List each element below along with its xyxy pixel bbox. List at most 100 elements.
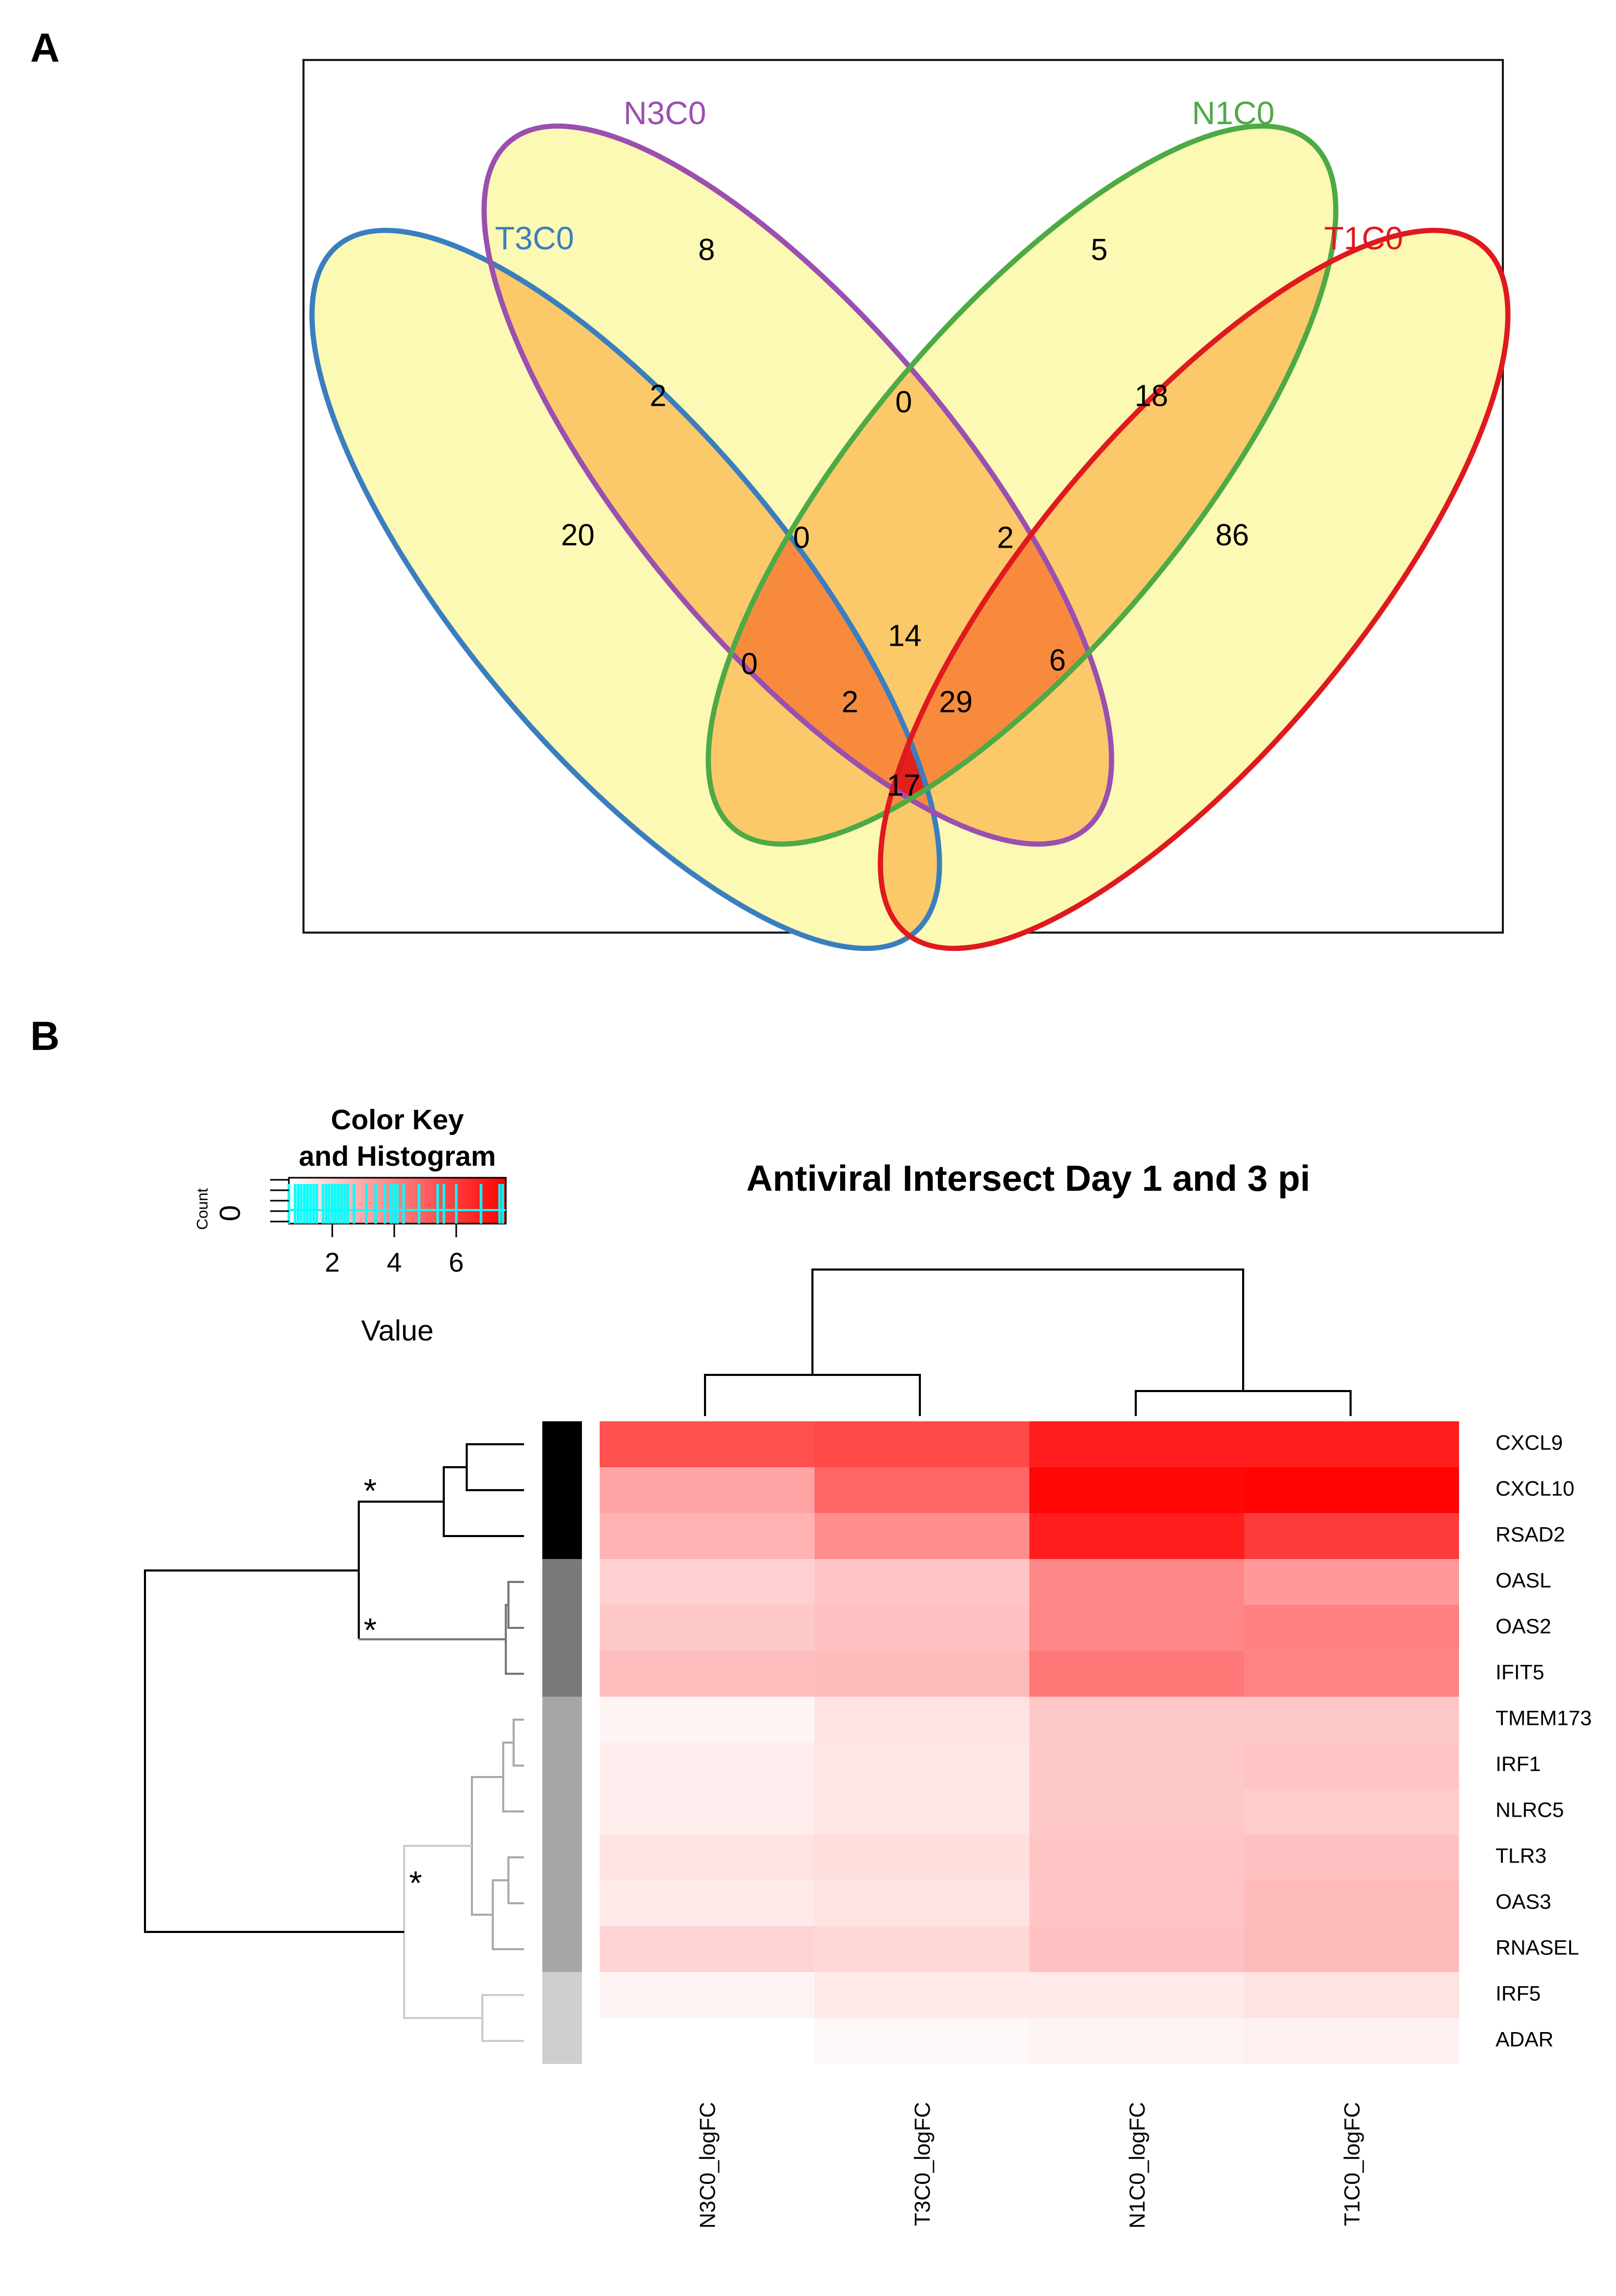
heatmap-cell bbox=[1029, 1743, 1244, 1789]
heatmap-cell bbox=[1244, 1559, 1459, 1605]
panel-b-letter: B bbox=[30, 1013, 59, 1059]
gene-label: NLRC5 bbox=[1496, 1799, 1564, 1822]
gene-label: OASL bbox=[1496, 1569, 1551, 1592]
color-key-title-line2: and Histogram bbox=[299, 1141, 496, 1172]
heatmap-cell bbox=[600, 2018, 815, 2064]
venn-count-t1c0: 86 bbox=[1216, 518, 1249, 552]
venn-count-all: 14 bbox=[888, 619, 922, 652]
set-label-t1c0: T1C0 bbox=[1324, 221, 1403, 257]
row-group-band bbox=[542, 1421, 582, 1559]
gene-label: ADAR bbox=[1496, 2028, 1553, 2051]
heatmap-cell bbox=[815, 1651, 1029, 1697]
heatmap-cell bbox=[600, 1834, 815, 1880]
heatmap-cell bbox=[815, 1421, 1029, 1467]
significance-star: * bbox=[364, 1472, 377, 1509]
color-key-count-zero: 0 bbox=[213, 1205, 246, 1221]
row-group-band bbox=[542, 1972, 582, 2064]
panel-a-letter: A bbox=[30, 25, 59, 70]
venn-count-n3c0-n1c0-t1c0: 2 bbox=[997, 521, 1014, 554]
heatmap-cell bbox=[1244, 1513, 1459, 1559]
color-key-xlabel: Value bbox=[361, 1314, 433, 1347]
column-label: N3C0_logFC bbox=[695, 2102, 720, 2229]
heatmap-cell bbox=[815, 1559, 1029, 1605]
heatmap-cell bbox=[600, 1743, 815, 1789]
heatmap-cell bbox=[600, 1467, 815, 1513]
heatmap-cell bbox=[1029, 1697, 1244, 1743]
column-label: T3C0_logFC bbox=[910, 2102, 934, 2226]
heatmap-cell bbox=[1244, 2018, 1459, 2064]
gene-label: OAS3 bbox=[1496, 1891, 1551, 1914]
heatmap-cell bbox=[1244, 1880, 1459, 1926]
heatmap-cell bbox=[815, 1834, 1029, 1880]
gene-label: TMEM173 bbox=[1496, 1707, 1592, 1730]
color-key-tick-label: 6 bbox=[448, 1248, 464, 1278]
column-dendrogram bbox=[704, 1268, 1352, 1416]
heatmap-cell bbox=[815, 1880, 1029, 1926]
heatmap-cell bbox=[1029, 1972, 1244, 2018]
heatmap-cell bbox=[1029, 1834, 1244, 1880]
color-key-tick-label: 4 bbox=[387, 1248, 402, 1278]
row-group-band bbox=[542, 1697, 582, 1972]
column-label: N1C0_logFC bbox=[1125, 2102, 1149, 2229]
heatmap-column-labels: N3C0_logFC T3C0_logFC N1C0_logFC T1C0_logFC bbox=[695, 2102, 1364, 2229]
venn-diagram: T3C0 N3C0 N1C0 T1C0 8 5 20 86 2 0 18 0 2… bbox=[309, 95, 1511, 951]
heatmap-cell bbox=[1244, 1834, 1459, 1880]
color-key-value-axis: 2 4 6 bbox=[325, 1224, 464, 1278]
venn-count-t3c0-n3c0: 2 bbox=[650, 379, 666, 413]
color-key-count-axis bbox=[270, 1179, 289, 1223]
heatmap-cell bbox=[1029, 1789, 1244, 1834]
significance-star: * bbox=[409, 1864, 422, 1902]
gene-label: RSAD2 bbox=[1496, 1524, 1565, 1546]
color-key-count-label: Count bbox=[194, 1188, 211, 1230]
venn-count-n3c0-t1c0: 6 bbox=[1049, 643, 1066, 677]
venn-count-t3c0-t1c0: 17 bbox=[887, 768, 921, 802]
venn-count-t3c0-n3c0-n1c0: 0 bbox=[793, 521, 810, 554]
heatmap-cell bbox=[600, 1651, 815, 1697]
heatmap-cell bbox=[1029, 1651, 1244, 1697]
heatmap-cell bbox=[1244, 1697, 1459, 1743]
heatmap-cell bbox=[815, 1743, 1029, 1789]
heatmap-cell bbox=[1244, 1743, 1459, 1789]
heatmap-cell bbox=[1029, 1421, 1244, 1467]
venn-outline-n1c0 bbox=[706, 123, 1339, 847]
heatmap-cell bbox=[815, 1926, 1029, 1972]
gene-label: IRF5 bbox=[1496, 1983, 1541, 2005]
heatmap-cell bbox=[1244, 1926, 1459, 1972]
color-key: Color Key and Histogram Count 0 2 4 6 Valu… bbox=[194, 1104, 507, 1347]
heatmap-cell bbox=[600, 1926, 815, 1972]
heatmap-cell bbox=[600, 1513, 815, 1559]
heatmap-row-labels: CXCL9 CXCL10 RSAD2 OASL OAS2 IFIT5 TMEM173 IRF1… bbox=[1496, 1432, 1592, 2051]
heatmap-cell bbox=[815, 1467, 1029, 1513]
venn-count-n3c0-n1c0: 0 bbox=[895, 385, 912, 419]
venn-outline-t1c0 bbox=[878, 227, 1511, 951]
gene-label: IFIT5 bbox=[1496, 1661, 1544, 1684]
row-group-band bbox=[542, 1559, 582, 1697]
gene-label: CXCL9 bbox=[1496, 1432, 1563, 1455]
color-key-histogram bbox=[287, 1184, 506, 1224]
heatmap-cell bbox=[600, 1697, 815, 1743]
heatmap-cell bbox=[1029, 1880, 1244, 1926]
column-label: T1C0_logFC bbox=[1340, 2102, 1364, 2226]
color-key-tick-label: 2 bbox=[325, 1248, 340, 1278]
heatmap-cell bbox=[815, 1605, 1029, 1651]
heatmap-cell bbox=[815, 1697, 1029, 1743]
significance-star: * bbox=[364, 1611, 377, 1649]
venn-count-n1c0-t1c0: 18 bbox=[1135, 379, 1169, 413]
set-label-n3c0: N3C0 bbox=[624, 95, 707, 131]
venn-outline-n3c0 bbox=[481, 123, 1114, 847]
venn-count-t3c0-n1c0-t1c0: 2 bbox=[842, 685, 858, 719]
heatmap-cell bbox=[600, 1559, 815, 1605]
venn-count-t3c0-n3c0-t1c0: 29 bbox=[939, 685, 973, 719]
heatmap-cells bbox=[600, 1421, 1459, 2064]
heatmap-cell bbox=[815, 1972, 1029, 2018]
heatmap-cell bbox=[815, 1789, 1029, 1834]
heatmap-cell bbox=[1244, 1605, 1459, 1651]
heatmap-title: Antiviral Intersect Day 1 and 3 pi bbox=[746, 1158, 1310, 1199]
heatmap-cell bbox=[1244, 1789, 1459, 1834]
color-key-title-line1: Color Key bbox=[331, 1104, 464, 1135]
gene-label: TLR3 bbox=[1496, 1845, 1547, 1868]
heatmap-cell bbox=[815, 2018, 1029, 2064]
heatmap-cell bbox=[1244, 1651, 1459, 1697]
gene-label: RNASEL bbox=[1496, 1937, 1579, 1960]
